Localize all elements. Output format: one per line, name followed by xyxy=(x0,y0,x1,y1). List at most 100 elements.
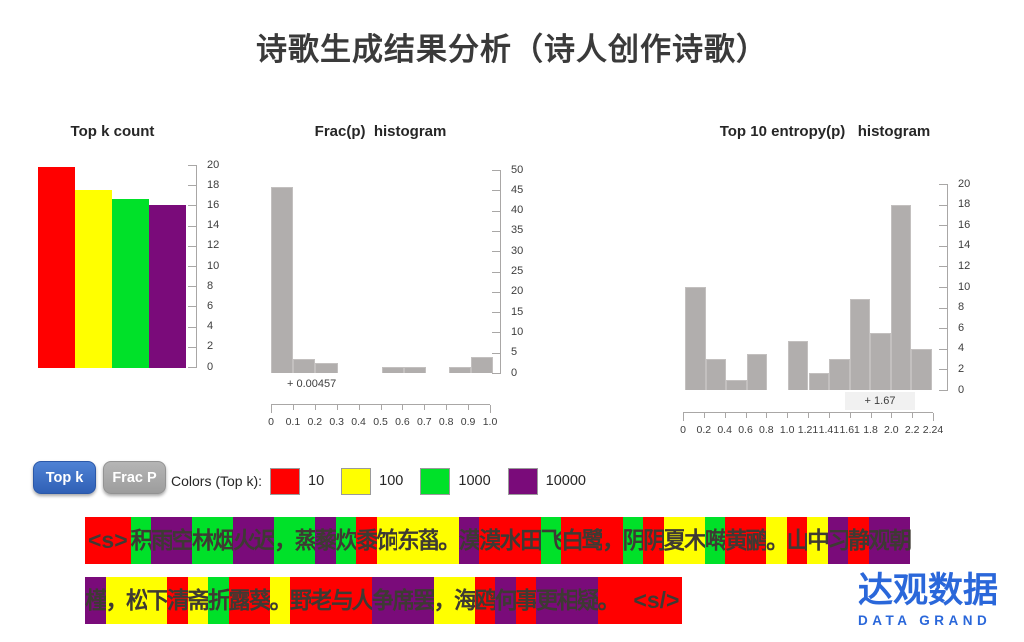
poem-char: 海 xyxy=(454,577,477,624)
y-tick-label: 50 xyxy=(511,163,524,176)
poem-char: 鸥 xyxy=(474,577,498,624)
poem-char: ， xyxy=(602,517,625,564)
topk-bar-10 xyxy=(38,167,75,368)
y-tick-label: 20 xyxy=(958,177,971,190)
y-tick-label: 8 xyxy=(207,279,214,292)
y-tick xyxy=(188,185,197,187)
poem-char: 积 xyxy=(130,517,154,564)
chart-title-entropy: Top 10 entropy(p) histogram xyxy=(719,123,931,140)
poem-char: 漠 xyxy=(479,517,502,564)
legend-value-label: 100 xyxy=(379,473,404,489)
top-k-button[interactable]: Top k xyxy=(33,461,96,494)
frac-p-plot-area xyxy=(271,170,493,373)
poem-char: 饷 xyxy=(376,517,400,564)
poem-char: 木 xyxy=(684,517,707,564)
x-tick-label: 0.4 xyxy=(351,416,366,428)
frac-p-x-axis: 0 0.1 0.2 0.3 0.4 0.5 0.6 0.7 0.8 0.9 1.0 xyxy=(268,404,497,428)
y-tick xyxy=(188,165,197,166)
x-tick-label: 1.21 xyxy=(797,424,819,436)
y-tick-label: 0 xyxy=(511,366,518,379)
x-tick-label: 0.3 xyxy=(329,416,344,428)
legend-label: Colors (Top k): xyxy=(171,473,263,489)
poem-char: 藜 xyxy=(315,517,338,564)
poem-char: 水 xyxy=(499,517,523,564)
poem-char: 鹂 xyxy=(745,517,769,564)
y-tick xyxy=(188,286,197,288)
hist-bar xyxy=(404,366,427,373)
poem-char: 观 xyxy=(868,517,892,564)
hist-bar xyxy=(829,359,850,390)
poem-char: 阴 xyxy=(643,517,666,564)
entropy-annotation: + 1.67 xyxy=(845,392,915,410)
legend-value-label: 10000 xyxy=(545,473,586,489)
chart-frac-p-histogram: Frac(p) histogram + 0.00457 0 0.1 0.2 0.3 0.… xyxy=(263,120,553,440)
frac-p-y-axis: 0 5 10 15 20 25 30 35 40 45 50 xyxy=(492,164,551,379)
poem-char: 蒸 xyxy=(294,517,318,564)
poem-char: 人 xyxy=(351,577,375,624)
poem-char: 阴 xyxy=(622,517,646,564)
poem-char: 林 xyxy=(192,517,215,564)
x-tick xyxy=(724,413,726,418)
x-tick-label: 2.0 xyxy=(884,424,899,436)
x-tick-label: 1.0 xyxy=(779,424,795,436)
y-tick-label: 14 xyxy=(958,239,971,252)
hist-bar xyxy=(849,299,871,390)
poem-char: ， xyxy=(105,577,129,624)
x-tick xyxy=(314,405,316,410)
hist-bar xyxy=(293,358,316,373)
poem-char: 漠 xyxy=(458,517,482,564)
x-tick xyxy=(891,413,893,418)
legend-swatch-1000 xyxy=(420,467,451,495)
y-tick xyxy=(939,328,948,330)
hist-bar xyxy=(448,366,471,373)
y-tick-label: 30 xyxy=(511,244,524,257)
y-tick xyxy=(939,287,948,288)
y-tick-label: 6 xyxy=(958,321,965,334)
topk-color-legend: Colors (Top k): 10 100 1000 10000 xyxy=(171,466,603,496)
x-tick xyxy=(683,413,684,421)
topk-y-axis: 0 2 4 6 8 10 12 14 16 18 20 xyxy=(188,159,247,373)
entropy-x-axis: 0 0.2 0.4 0.6 0.8 1.0 1.21 1.41 1.61 1.8 2.0 2.2 2.2… xyxy=(680,412,943,436)
x-tick xyxy=(292,405,294,410)
poem-char: 。 xyxy=(766,517,789,564)
hist-bar xyxy=(911,348,932,390)
hist-bar xyxy=(787,340,809,390)
y-tick xyxy=(939,369,948,371)
x-tick xyxy=(380,405,382,410)
x-tick xyxy=(828,413,830,418)
y-tick xyxy=(188,266,197,267)
poem-line-1: <s> 积雨空林烟火迟，蒸藜炊黍饷东菑。漠漠水田飞白鹭，阴阴夏木啭黄鹂。山中习静观… xyxy=(85,517,912,564)
y-tick xyxy=(492,312,501,314)
y-tick-label: 18 xyxy=(958,198,971,211)
poem-char: 葵 xyxy=(249,577,272,624)
poem-char: 飞 xyxy=(540,517,564,564)
entropy-plot-area xyxy=(685,184,932,390)
x-tick-label: 1.61 xyxy=(839,424,860,436)
poem-char: 啭 xyxy=(704,517,728,564)
y-tick xyxy=(939,225,948,227)
poem-char: 迟 xyxy=(253,517,277,564)
chart-top-k-count: Top k count 0 2 4 6 8 10 12 14 16 18 20 xyxy=(30,120,270,390)
poem-token xyxy=(618,577,631,624)
poem-char: 朝 xyxy=(889,517,912,564)
y-tick xyxy=(492,271,501,273)
poem-char: 相 xyxy=(556,577,580,624)
hist-bar xyxy=(470,356,493,373)
hist-bar xyxy=(705,359,727,390)
poem-char: 何 xyxy=(495,577,518,624)
frac-p-button[interactable]: Frac P xyxy=(103,461,166,494)
y-tick-label: 18 xyxy=(207,178,220,191)
legend-swatch-10000 xyxy=(507,467,538,495)
poem-char: 山 xyxy=(786,517,810,564)
poem-char: 。 xyxy=(597,577,621,624)
x-tick xyxy=(745,413,747,418)
y-tick-label: 10 xyxy=(207,259,220,272)
hist-bar xyxy=(271,187,294,373)
y-tick xyxy=(492,210,501,212)
poem-char: ， xyxy=(274,517,297,564)
x-tick-label: 0.6 xyxy=(738,424,753,436)
x-tick-label: 0.8 xyxy=(438,416,454,428)
y-tick xyxy=(492,291,501,293)
poem-char: 习 xyxy=(827,517,851,564)
poem-char: 黍 xyxy=(356,517,379,564)
